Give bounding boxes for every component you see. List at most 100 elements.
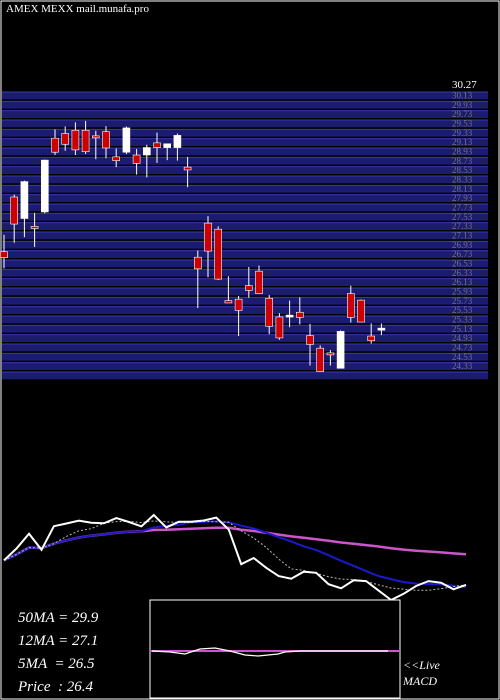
price-band — [2, 194, 488, 202]
price-tick-label: 27.93 — [452, 193, 473, 203]
price-bands — [2, 91, 488, 380]
candle-down — [306, 335, 314, 345]
price-band — [2, 213, 488, 221]
candlestick-series — [0, 120, 386, 372]
candle-down — [10, 196, 18, 225]
macd-box — [149, 599, 401, 699]
price-tick-label: 27.13 — [452, 231, 473, 241]
candle-down — [194, 256, 202, 270]
price-tick-label: 30.13 — [452, 91, 473, 101]
price-tick-label: 26.33 — [452, 268, 473, 278]
price-band — [2, 288, 488, 296]
price-band — [2, 204, 488, 212]
price-tick-label: 24.33 — [452, 361, 473, 371]
candle-down — [357, 299, 365, 323]
price-tick-label: 28.13 — [452, 184, 473, 194]
price-band — [2, 344, 488, 352]
price-band — [2, 110, 488, 118]
candle-down — [92, 135, 100, 139]
price-band — [2, 241, 488, 249]
price-band — [2, 92, 488, 100]
candle-up — [336, 331, 345, 369]
price-band — [2, 176, 488, 184]
price-tick-label: 26.93 — [452, 240, 473, 250]
price-tick-label: 28.33 — [452, 175, 473, 185]
price-band — [2, 222, 488, 230]
candle-down — [234, 298, 243, 311]
candle-down — [265, 297, 274, 327]
price-tick-label: 26.53 — [452, 259, 473, 269]
candle-down — [295, 311, 304, 318]
price-band — [2, 353, 488, 361]
price-band — [2, 185, 488, 193]
price-tick-label: 24.93 — [452, 333, 473, 343]
stat-5ma: 5MA = 26.5 — [18, 656, 95, 672]
candle-up — [285, 314, 294, 318]
candle-down — [224, 300, 233, 304]
candle-down — [30, 226, 39, 229]
stat-price: Price : 26.4 — [18, 679, 93, 695]
price-tick-label: 29.73 — [452, 109, 473, 119]
candle-down — [245, 285, 253, 291]
price-band — [2, 250, 488, 258]
price-tick-label: 25.93 — [452, 287, 473, 297]
price-band — [2, 278, 488, 286]
candle-down — [71, 129, 80, 151]
candle-down — [132, 154, 141, 164]
price-tick-label: 26.73 — [452, 249, 473, 259]
price-tick-label: 28.93 — [452, 147, 473, 157]
candle-down — [61, 133, 70, 145]
macd-panel — [149, 599, 401, 699]
candle-down — [183, 166, 192, 171]
price-band — [2, 316, 488, 324]
macd-line — [151, 647, 388, 657]
price-tick-label: 29.53 — [452, 119, 473, 129]
candle-up — [163, 143, 171, 148]
price-tick-label: 29.93 — [452, 100, 473, 110]
price-band — [2, 232, 488, 240]
price-band — [2, 138, 488, 146]
stat-12ma: 12MA = 27.1 — [18, 633, 99, 649]
stat-50ma: 50MA = 29.9 — [18, 610, 99, 626]
price-tick-label: 24.53 — [452, 352, 473, 362]
price-band — [2, 372, 488, 380]
candle-down — [275, 316, 284, 339]
price-axis-ticks: 30.2730.1329.9329.7329.5329.3329.1328.93… — [452, 79, 477, 371]
candle-down — [367, 335, 376, 342]
price-tick-label: 28.53 — [452, 165, 473, 175]
price-tick-label: 25.33 — [452, 315, 473, 325]
price-band — [2, 362, 488, 370]
price-band — [2, 297, 488, 305]
candle-down — [214, 228, 222, 280]
price-band — [2, 148, 488, 156]
price-tick-label: 25.73 — [452, 296, 473, 306]
candle-down — [112, 156, 120, 161]
price-tick-label: 25.53 — [452, 305, 473, 315]
ticker-header: AMEX MEXX mail.munafa.pro — [6, 3, 149, 15]
candle-up — [20, 181, 29, 219]
candle-up — [40, 159, 49, 213]
candle-down — [0, 251, 8, 258]
price-band — [2, 269, 488, 277]
price-tick-label: 27.33 — [452, 221, 473, 231]
price-tick-label: 27.73 — [452, 203, 473, 213]
candle-down — [81, 129, 90, 153]
candle-down — [326, 352, 335, 356]
price-line — [3, 513, 467, 602]
price-band — [2, 260, 488, 268]
candle-up — [122, 127, 131, 153]
price-band — [2, 157, 488, 165]
price-band — [2, 166, 488, 174]
price-band — [2, 101, 488, 109]
price-tick-label: 29.33 — [452, 128, 473, 138]
price-tick-label: 25.13 — [452, 324, 473, 334]
live-label: <<Live — [403, 658, 440, 672]
moving-average-panel — [3, 513, 467, 602]
macd-label: MACD — [403, 674, 437, 688]
candle-down — [316, 347, 325, 372]
price-tick-label: 26.13 — [452, 277, 473, 287]
price-band — [2, 120, 488, 128]
candle-down — [51, 137, 59, 153]
